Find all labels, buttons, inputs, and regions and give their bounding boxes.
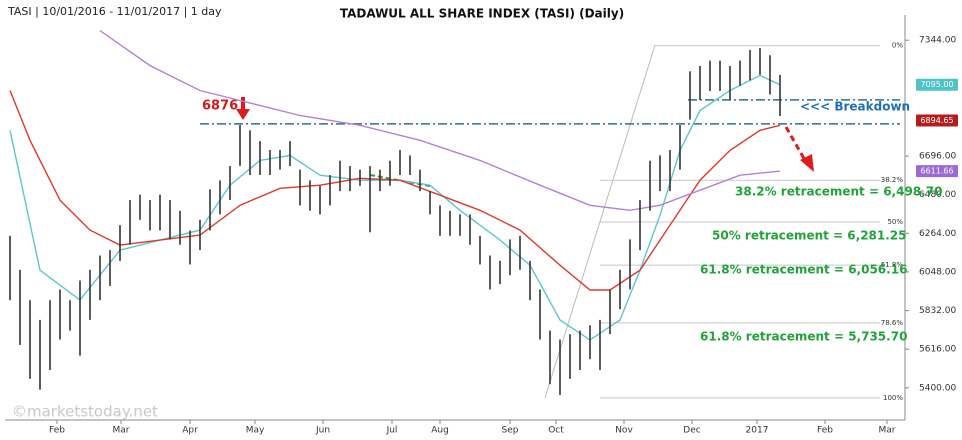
x-tick-label: May	[246, 426, 265, 436]
retracement-note: 61.8% retracement = 5,735.70	[700, 330, 907, 344]
fib-label: 100%	[883, 394, 903, 402]
y-tick-label: 5616.00	[919, 345, 956, 355]
x-tick-label: 2017	[746, 426, 769, 436]
x-tick-label: Jun	[315, 426, 330, 436]
y-tick-label: 6696.00	[919, 152, 956, 162]
fib-trend-line	[544, 44, 656, 399]
level-label: 6876	[202, 99, 238, 114]
x-tick-label: Apr	[182, 426, 198, 436]
price-badge-label: 7095.00	[920, 80, 953, 89]
x-tick-label: Nov	[615, 426, 633, 436]
price-badge-label: 6894.65	[920, 116, 953, 125]
price-badge-label: 6611.66	[920, 167, 953, 176]
fib-label: 61.8%	[881, 261, 904, 269]
x-tick-label: Feb	[49, 426, 65, 436]
fib-label: 78.6%	[881, 319, 904, 327]
red-arrow	[236, 97, 250, 120]
y-tick-label: 5832.00	[919, 306, 956, 316]
y-tick-label: 7344.00	[919, 36, 956, 46]
y-tick-label: 5400.00	[919, 383, 956, 393]
y-tick-label: 6480.00	[919, 190, 956, 200]
price-badge	[916, 165, 958, 178]
x-tick-label: Feb	[817, 426, 833, 436]
chart-title: TADAWUL ALL SHARE INDEX (TASI) (Daily)	[340, 7, 624, 21]
x-tick-label: Mar	[113, 426, 130, 436]
retracement-note: 61.8% retracement = 6,056.16	[700, 263, 907, 277]
y-tick-label: 6048.00	[919, 267, 956, 277]
moving-average	[99, 30, 781, 212]
x-tick-label: Sep	[502, 426, 519, 436]
fib-label: 0%	[892, 42, 903, 50]
red-dashed-arrow	[784, 126, 814, 172]
x-tick-label: Oct	[548, 426, 564, 436]
price-badge	[916, 78, 958, 91]
fib-label: 38.2%	[881, 176, 904, 184]
retracement-note: 50% retracement = 6,281.25	[712, 229, 907, 243]
x-tick-label: Aug	[431, 426, 449, 436]
y-tick-label: 6264.00	[919, 229, 956, 239]
x-tick-label: Jul	[386, 426, 398, 436]
watermark: ©marketstoday.net	[12, 403, 158, 421]
retracement-note: 38.2% retracement = 6,498.70	[735, 185, 942, 199]
x-tick-label: Dec	[683, 426, 700, 436]
x-tick-label: Mar	[879, 426, 896, 436]
price-badge	[916, 114, 958, 127]
breakdown-label: <<< Breakdown	[800, 100, 910, 114]
chart-header: TASI | 10/01/2016 - 11/01/2017 | 1 day	[7, 5, 222, 18]
fib-label: 50%	[887, 218, 903, 226]
